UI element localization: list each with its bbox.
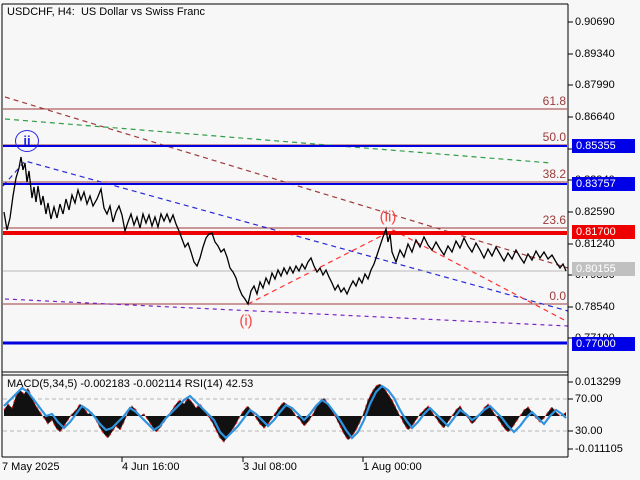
price-badge-0.83757: 0.83757 <box>572 177 635 191</box>
indicator-label: MACD(5,34,5) -0.002183 -0.002114 RSI(14)… <box>7 378 254 390</box>
price-tick-label: 0.87990 <box>575 79 615 91</box>
descending-resistance <box>4 96 569 269</box>
fib-label: 50.0 <box>542 130 566 144</box>
wave-label-i: (i) <box>239 312 253 330</box>
fib-label: 38.2 <box>542 167 566 181</box>
price-tick-label: 0.78540 <box>575 301 615 313</box>
fib-label: 0.0 <box>549 289 566 303</box>
chart-title: USDCHF, H4: US Dollar vs Swiss Franc <box>7 6 206 18</box>
red-impulse-projection <box>247 229 569 323</box>
macd-histogram <box>4 384 566 442</box>
price-badge-0.80155: 0.80155 <box>572 262 635 276</box>
price-tick-label: 0.86640 <box>575 111 615 123</box>
green-trendline <box>4 118 552 164</box>
price-badge-0.77000: 0.77000 <box>572 337 635 351</box>
time-axis-label: 1 Aug 00:00 <box>363 461 422 473</box>
price-badge-0.81700: 0.81700 <box>572 225 635 239</box>
macd-axis-label: -0.011105 <box>575 443 623 455</box>
fib-label: 23.6 <box>542 213 566 227</box>
blue-wave-projection <box>2 160 569 312</box>
price-tick-label: 0.90690 <box>575 16 615 28</box>
macd-axis-label: 0.013299 <box>575 376 621 388</box>
price-tick-label: 0.81240 <box>575 238 615 250</box>
price-tick-label: 0.89340 <box>575 48 615 60</box>
price-badge-0.85355: 0.85355 <box>572 139 635 153</box>
macd-axis-label: 70.00 <box>575 393 603 405</box>
price-tick-label: 0.82590 <box>575 206 615 218</box>
wave-label-ii: ii <box>15 130 39 152</box>
violet-projection <box>4 298 569 327</box>
wave-label-ii: (ii) <box>379 208 397 226</box>
time-axis-label: 4 Jun 16:00 <box>122 461 180 473</box>
rsi-line <box>3 384 567 440</box>
time-axis-label: 3 Jul 08:00 <box>243 461 297 473</box>
fib-label: 61.8 <box>542 94 566 108</box>
price-line <box>3 156 567 306</box>
macd-axis-label: 30.00 <box>575 425 603 437</box>
time-axis-label: 7 May 2025 <box>2 461 60 473</box>
